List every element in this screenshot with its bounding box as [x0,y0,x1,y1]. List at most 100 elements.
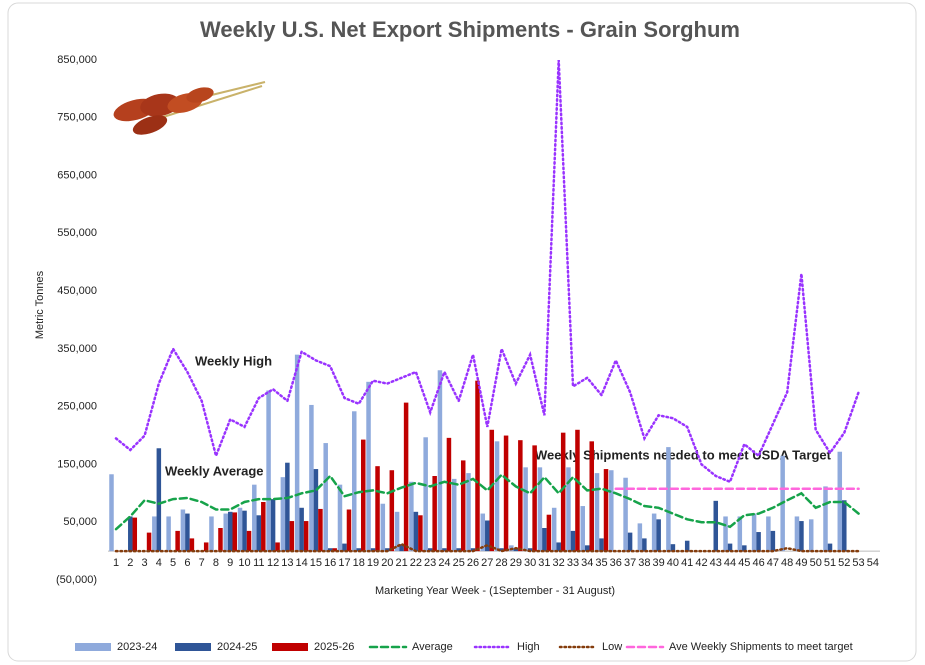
bar [584,545,590,552]
x-tick-label: 47 [767,557,779,569]
bar [427,548,433,552]
legend-label: Average [412,641,453,653]
bar [418,515,423,552]
bar [327,548,333,552]
y-tick-label: 250,000 [57,401,97,413]
bar [827,543,833,552]
x-tick-label: 22 [410,557,422,569]
bar [303,521,309,552]
bar [218,528,223,552]
bar [266,390,271,552]
bar [670,544,676,552]
bar [599,538,604,552]
legend-swatch [75,643,111,651]
y-tick-label: (50,000) [56,574,97,586]
bar [128,516,133,552]
bar [285,462,290,552]
bar [185,513,190,552]
bar [480,513,486,552]
bar [513,548,519,552]
x-tick-label: 20 [381,557,393,569]
x-tick-label: 42 [695,557,707,569]
y-tick-label: 550,000 [57,227,97,239]
bar [770,530,776,552]
bar [352,411,357,552]
legend-label: 2023-24 [117,641,157,653]
bar [175,530,180,552]
legend-label: High [517,641,540,653]
legend-label: 2025-26 [314,641,354,653]
x-tick-label: 44 [724,557,736,569]
x-tick-label: 15 [310,557,322,569]
y-tick-label: 650,000 [57,169,97,181]
x-tick-label: 3 [141,557,147,569]
bar [280,477,286,552]
bar [309,404,314,552]
frame [7,2,917,662]
bar [189,538,195,552]
y-tick-label: 50,000 [63,516,97,528]
legend-swatch [272,643,308,651]
x-tick-label: 12 [267,557,279,569]
bar [237,507,243,552]
bar [566,467,571,552]
x-tick-label: 11 [253,557,264,569]
bar [242,510,247,552]
x-tick-label: 21 [395,557,407,569]
x-tick-label: 13 [281,557,293,569]
x-tick-label: 45 [738,557,750,569]
line [114,59,860,484]
legend-label: 2024-25 [217,641,257,653]
bar [466,473,471,552]
x-tick-label: 31 [538,557,550,569]
bar [180,509,186,552]
bar [432,476,437,552]
bar [313,469,319,552]
bar [603,469,609,552]
legend-swatch [175,643,211,651]
bar [542,528,547,552]
bar [451,478,457,552]
bar [109,474,114,552]
x-tick-label: 5 [170,557,176,569]
bar [361,439,366,552]
bar [475,380,480,552]
bar [227,511,233,552]
bar [294,354,300,552]
bar [751,513,757,552]
bar [575,429,580,552]
x-tick-label: 23 [424,557,436,569]
bar [346,509,352,552]
bar [270,499,276,552]
bar [570,530,576,552]
bar [756,532,761,552]
bar [651,513,657,552]
bar [323,443,328,552]
sorghum-illustration [113,81,266,135]
x-tick-label: 10 [238,557,250,569]
x-tick-label: 50 [810,557,822,569]
bar [356,548,362,552]
bar [246,530,252,552]
x-tick-label: 43 [710,557,722,569]
x-tick-label: 4 [156,557,162,569]
x-tick-label: 2 [127,557,133,569]
bar [537,467,543,552]
bar [203,542,209,552]
x-tick-label: 32 [553,557,565,569]
bar [823,486,828,552]
bar [366,381,371,552]
y-tick-label: 850,000 [57,54,97,66]
bar [413,511,419,552]
bar [375,466,380,552]
x-tick-label: 33 [567,557,579,569]
bar [132,517,138,552]
bar [642,538,647,552]
bar [337,484,343,552]
annotation: Weekly Average [165,463,264,478]
y-tick-label: 450,000 [57,285,97,297]
line [114,542,860,553]
x-tick-label: 39 [653,557,665,569]
x-tick-label: 40 [667,557,679,569]
